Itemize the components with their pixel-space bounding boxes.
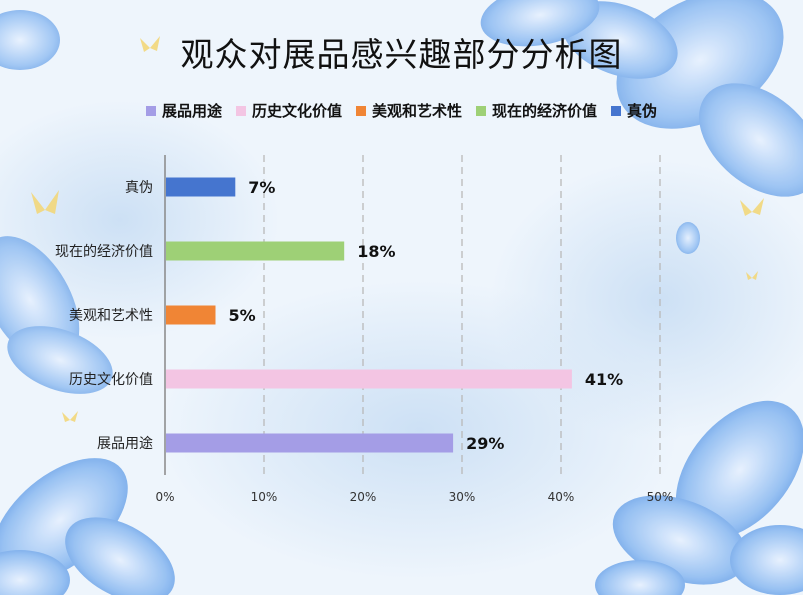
bar-value-label: 18%	[357, 242, 395, 261]
bar-value-label: 41%	[585, 370, 623, 389]
x-tick-label: 20%	[350, 490, 377, 504]
chart-title: 观众对展品感兴趣部分分析图	[180, 35, 623, 74]
legend-item-economic: 现在的经济价值	[476, 100, 597, 121]
x-tick-label: 0%	[155, 490, 174, 504]
bar	[166, 305, 216, 325]
legend-label-usage: 展品用途	[161, 102, 222, 120]
legend-label-authenticity: 真伪	[627, 102, 658, 120]
legend-item-usage: 展品用途	[145, 100, 222, 121]
bar-value-label: 7%	[248, 178, 275, 197]
legend: 展品用途 历史文化价值 美观和艺术性 现在的经济价值 真伪	[0, 100, 803, 121]
legend-item-history: 历史文化价值	[235, 100, 342, 121]
legend-label-economic: 现在的经济价值	[492, 102, 598, 120]
x-tick-label: 40%	[548, 490, 575, 504]
bar	[166, 241, 345, 261]
x-tick-label: 30%	[449, 490, 476, 504]
bar	[166, 177, 236, 197]
bar	[166, 433, 454, 453]
x-tick-label: 10%	[251, 490, 278, 504]
y-category-label: 历史文化价值	[69, 372, 153, 388]
legend-label-art: 美观和艺术性	[371, 102, 462, 120]
bar-value-label: 5%	[229, 306, 256, 325]
legend-swatch-art	[355, 105, 366, 116]
legend-swatch-history	[235, 105, 246, 116]
bar	[166, 369, 572, 389]
legend-item-art: 美观和艺术性	[355, 100, 462, 121]
legend-swatch-authenticity	[611, 105, 622, 116]
y-category-label: 展品用途	[97, 435, 153, 452]
y-category-label: 现在的经济价值	[55, 244, 153, 260]
legend-item-authenticity: 真伪	[611, 100, 657, 121]
y-category-label: 真伪	[125, 180, 153, 196]
legend-label-history: 历史文化价值	[251, 102, 342, 120]
y-category-label: 美观和艺术性	[69, 308, 153, 324]
legend-swatch-economic	[476, 105, 486, 116]
legend-swatch-usage	[145, 105, 156, 116]
x-tick-label: 50%	[647, 490, 674, 504]
bar-value-label: 29%	[466, 434, 504, 453]
